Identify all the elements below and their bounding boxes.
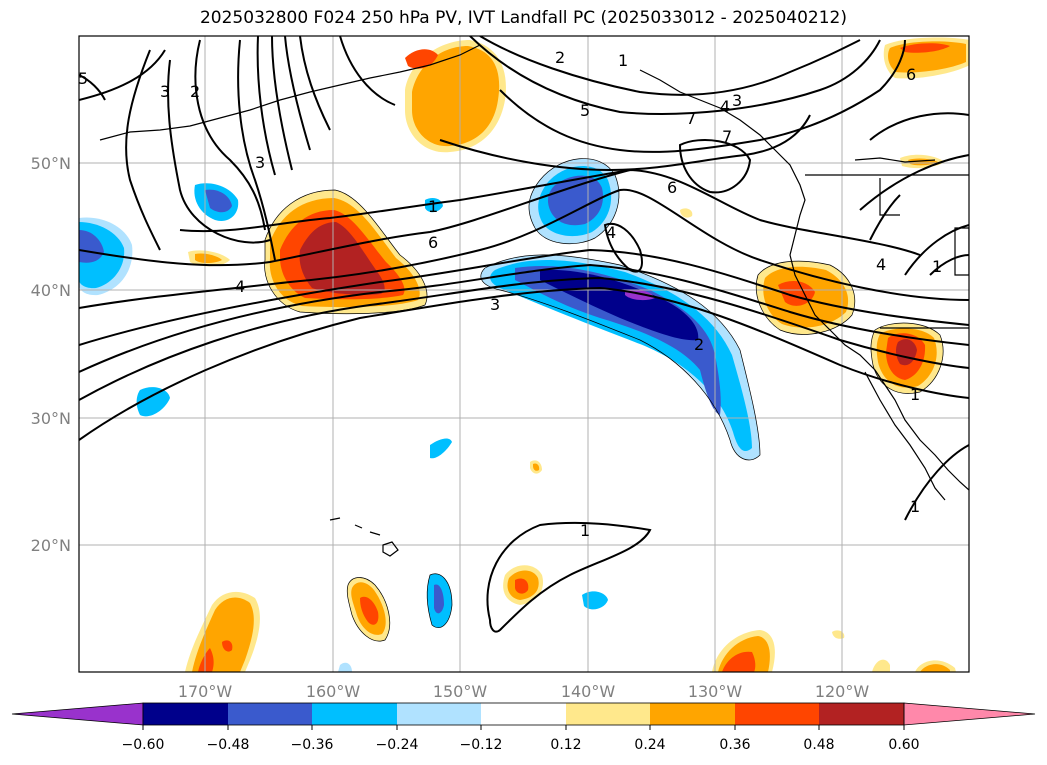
colorbar-extend-high [903,702,1036,726]
contour-label: 1 [910,497,920,516]
lon-label: 130°W [688,682,743,701]
lat-label: 30°N [31,409,71,428]
colorbar-segment [566,703,650,725]
colorbar: −0.60 −0.48 −0.36 −0.24 −0.12 0.12 0.24 … [11,702,1036,753]
colorbar-tick-label: 0.12 [550,737,581,753]
contour-label: 4 [606,223,616,242]
contour-label: 5 [78,69,88,88]
figure-title: 2025032800 F024 250 hPa PV, IVT Landfall… [199,8,847,28]
contour-label: 1 [618,51,628,70]
colorbar-segment [650,703,735,725]
colorbar-tick-label: −0.60 [122,737,165,753]
lat-label: 40°N [31,281,71,300]
colorbar-segment [143,703,228,725]
contour-label: 1 [932,257,942,276]
colorbar-segment [481,703,566,725]
contour-label: 1 [428,197,438,216]
contour-label: 3 [732,91,742,110]
contour-label: 7 [722,127,732,146]
lat-label: 50°N [31,154,71,173]
contour-label: 2 [555,48,565,67]
colorbar-tick-label: −0.48 [207,737,250,753]
colorbar-tick-label: −0.24 [376,737,419,753]
contour-label: 6 [428,233,438,252]
map-frame [78,35,970,673]
lon-label: 170°W [178,682,233,701]
contour-label: 4 [235,277,245,296]
colorbar-tick-label: 0.48 [803,737,834,753]
colorbar-tick-label: 0.60 [888,737,919,753]
colorbar-tick-label: −0.36 [291,737,334,753]
lon-label: 150°W [433,682,488,701]
contour-label: 1 [910,385,920,404]
contour-label: 4 [720,97,730,116]
contour-label: 3 [490,295,500,314]
contour-label: 6 [667,178,677,197]
colorbar-segment [397,703,481,725]
coastlines [99,44,969,557]
lon-label: 120°W [815,682,870,701]
pc-outlines [264,158,944,642]
contour-labels: 5 3 2 2 1 3 4 7 7 1 6 6 5 3 4 4 2 1 1 6 … [78,48,942,540]
colorbar-segment [228,703,312,725]
contour-label: 6 [906,65,916,84]
longitude-labels: 170°W 160°W 150°W 140°W 130°W 120°W [178,682,870,701]
lat-label: 20°N [31,536,71,555]
colorbar-extend-low [11,702,144,726]
contour-label: 2 [694,335,704,354]
latitude-labels: 50°N 40°N 30°N 20°N [31,154,71,555]
colorbar-tick-label: 0.36 [719,737,750,753]
contour-label: 2 [190,82,200,101]
colorbar-segment [735,703,819,725]
contour-label: 1 [580,521,590,540]
contour-label: 4 [876,255,886,274]
contour-label: 7 [686,109,696,128]
colorbar-segment [819,703,904,725]
contour-label: 5 [580,101,590,120]
negative-band-navy [540,269,699,341]
pv-contours [79,36,969,633]
negative-band-cyan [490,260,752,452]
colorbar-segment [312,703,397,725]
lon-label: 140°W [561,682,616,701]
contour-label: 3 [255,153,265,172]
colorbar-tick-label: −0.12 [460,737,503,753]
graticule [79,36,969,672]
lon-label: 160°W [306,682,361,701]
contour-label: 3 [160,82,170,101]
colorbar-tick-label: 0.24 [634,737,665,753]
